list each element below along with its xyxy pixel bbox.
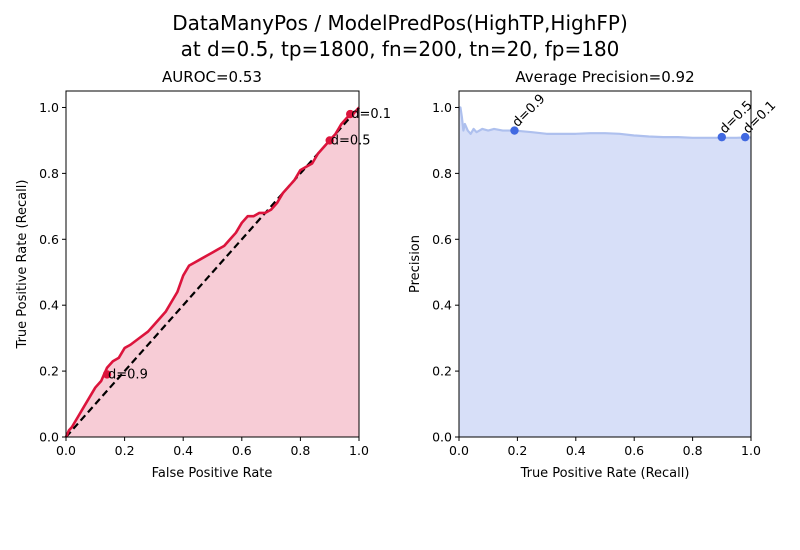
roc-marker-label: d=0.9 xyxy=(108,367,148,382)
pr-y-tick-label: 0.4 xyxy=(432,298,452,313)
roc-marker-point xyxy=(102,370,112,379)
roc-y-tick-label: 0.4 xyxy=(39,298,59,313)
pr-x-tick-label: 0.4 xyxy=(566,443,586,458)
pr-y-tick-label: 0.8 xyxy=(432,166,452,181)
roc-marker-point xyxy=(346,109,355,119)
pr-x-tick-label: 0.6 xyxy=(624,443,644,458)
roc-marker-point xyxy=(325,136,334,145)
pr-x-tick-label: 1.0 xyxy=(741,443,761,458)
pr-x-tick-label: 0.8 xyxy=(683,443,703,458)
pr-y-tick-label: 0.2 xyxy=(432,364,452,379)
roc-x-axis-label: False Positive Rate xyxy=(152,466,273,481)
pr-y-tick-label: 0.6 xyxy=(432,232,452,247)
roc-x-tick-label: 0.4 xyxy=(173,443,193,458)
figure-title-line2: at d=0.5, tp=1800, fn=200, tn=20, fp=180 xyxy=(181,37,620,61)
roc-x-tick-label: 1.0 xyxy=(349,443,369,458)
roc-markers: d=0.1 d=0.5 d=0.9 xyxy=(102,107,391,382)
pr-y-tick-label: 0.0 xyxy=(432,430,452,445)
roc-x-tick-label: 0.8 xyxy=(290,443,310,458)
roc-marker-label: d=0.5 xyxy=(331,133,371,148)
roc-plot-frame xyxy=(65,90,360,438)
roc-y-axis-label: True Positive Rate (Recall) xyxy=(15,180,30,350)
roc-y-tick-label: 1.0 xyxy=(39,100,59,115)
pr-marker-point xyxy=(717,132,726,142)
pr-marker-label: d=0.9 xyxy=(510,92,549,131)
pr-area-fill xyxy=(459,107,751,437)
roc-x-ticks: 0.0 0.2 0.4 0.6 0.8 1.0 xyxy=(56,437,369,458)
pr-y-axis-label: Precision xyxy=(408,235,423,293)
roc-x-tick-label: 0.6 xyxy=(232,443,252,458)
roc-y-tick-label: 0.2 xyxy=(39,364,59,379)
pr-x-axis-label: True Positive Rate (Recall) xyxy=(520,466,690,481)
roc-curve-line xyxy=(64,106,360,438)
roc-x-tick-label: 0.0 xyxy=(56,443,76,458)
roc-diagonal-line xyxy=(65,106,360,438)
figure-title-line1: DataManyPos / ModelPredPos(HighTP,HighFP… xyxy=(172,11,628,35)
pr-y-tick-label: 1.0 xyxy=(432,100,452,115)
roc-title: AUROC=0.53 xyxy=(162,68,262,86)
pr-x-tick-label: 0.0 xyxy=(449,443,469,458)
roc-y-ticks: 0.0 0.2 0.4 0.6 0.8 1.0 xyxy=(39,100,66,445)
roc-chart: AUROC=0.53 d=0.1d=0.5d=0.9 0.0 0.2 0.4 0.6 0… xyxy=(15,68,391,481)
roc-y-tick-label: 0.0 xyxy=(39,430,59,445)
pr-y-ticks: 0.0 0.2 0.4 0.6 0.8 1.0 xyxy=(432,100,459,445)
pr-curve-line xyxy=(459,106,751,139)
pr-x-ticks: 0.0 0.2 0.4 0.6 0.8 1.0 xyxy=(449,437,761,458)
pr-x-tick-label: 0.2 xyxy=(507,443,527,458)
roc-x-tick-label: 0.2 xyxy=(115,443,135,458)
pr-title: Average Precision=0.92 xyxy=(515,68,694,86)
roc-y-tick-label: 0.6 xyxy=(39,232,59,247)
roc-marker-label: d=0.1 xyxy=(351,107,391,122)
pr-chart: Average Precision=0.92 d=0.9 d=0.5d=0.1 0… xyxy=(408,68,779,481)
pr-marker-point xyxy=(740,132,750,142)
pr-marker-point xyxy=(510,126,519,135)
roc-y-tick-label: 0.8 xyxy=(39,166,59,181)
pr-plot-frame xyxy=(458,90,752,438)
